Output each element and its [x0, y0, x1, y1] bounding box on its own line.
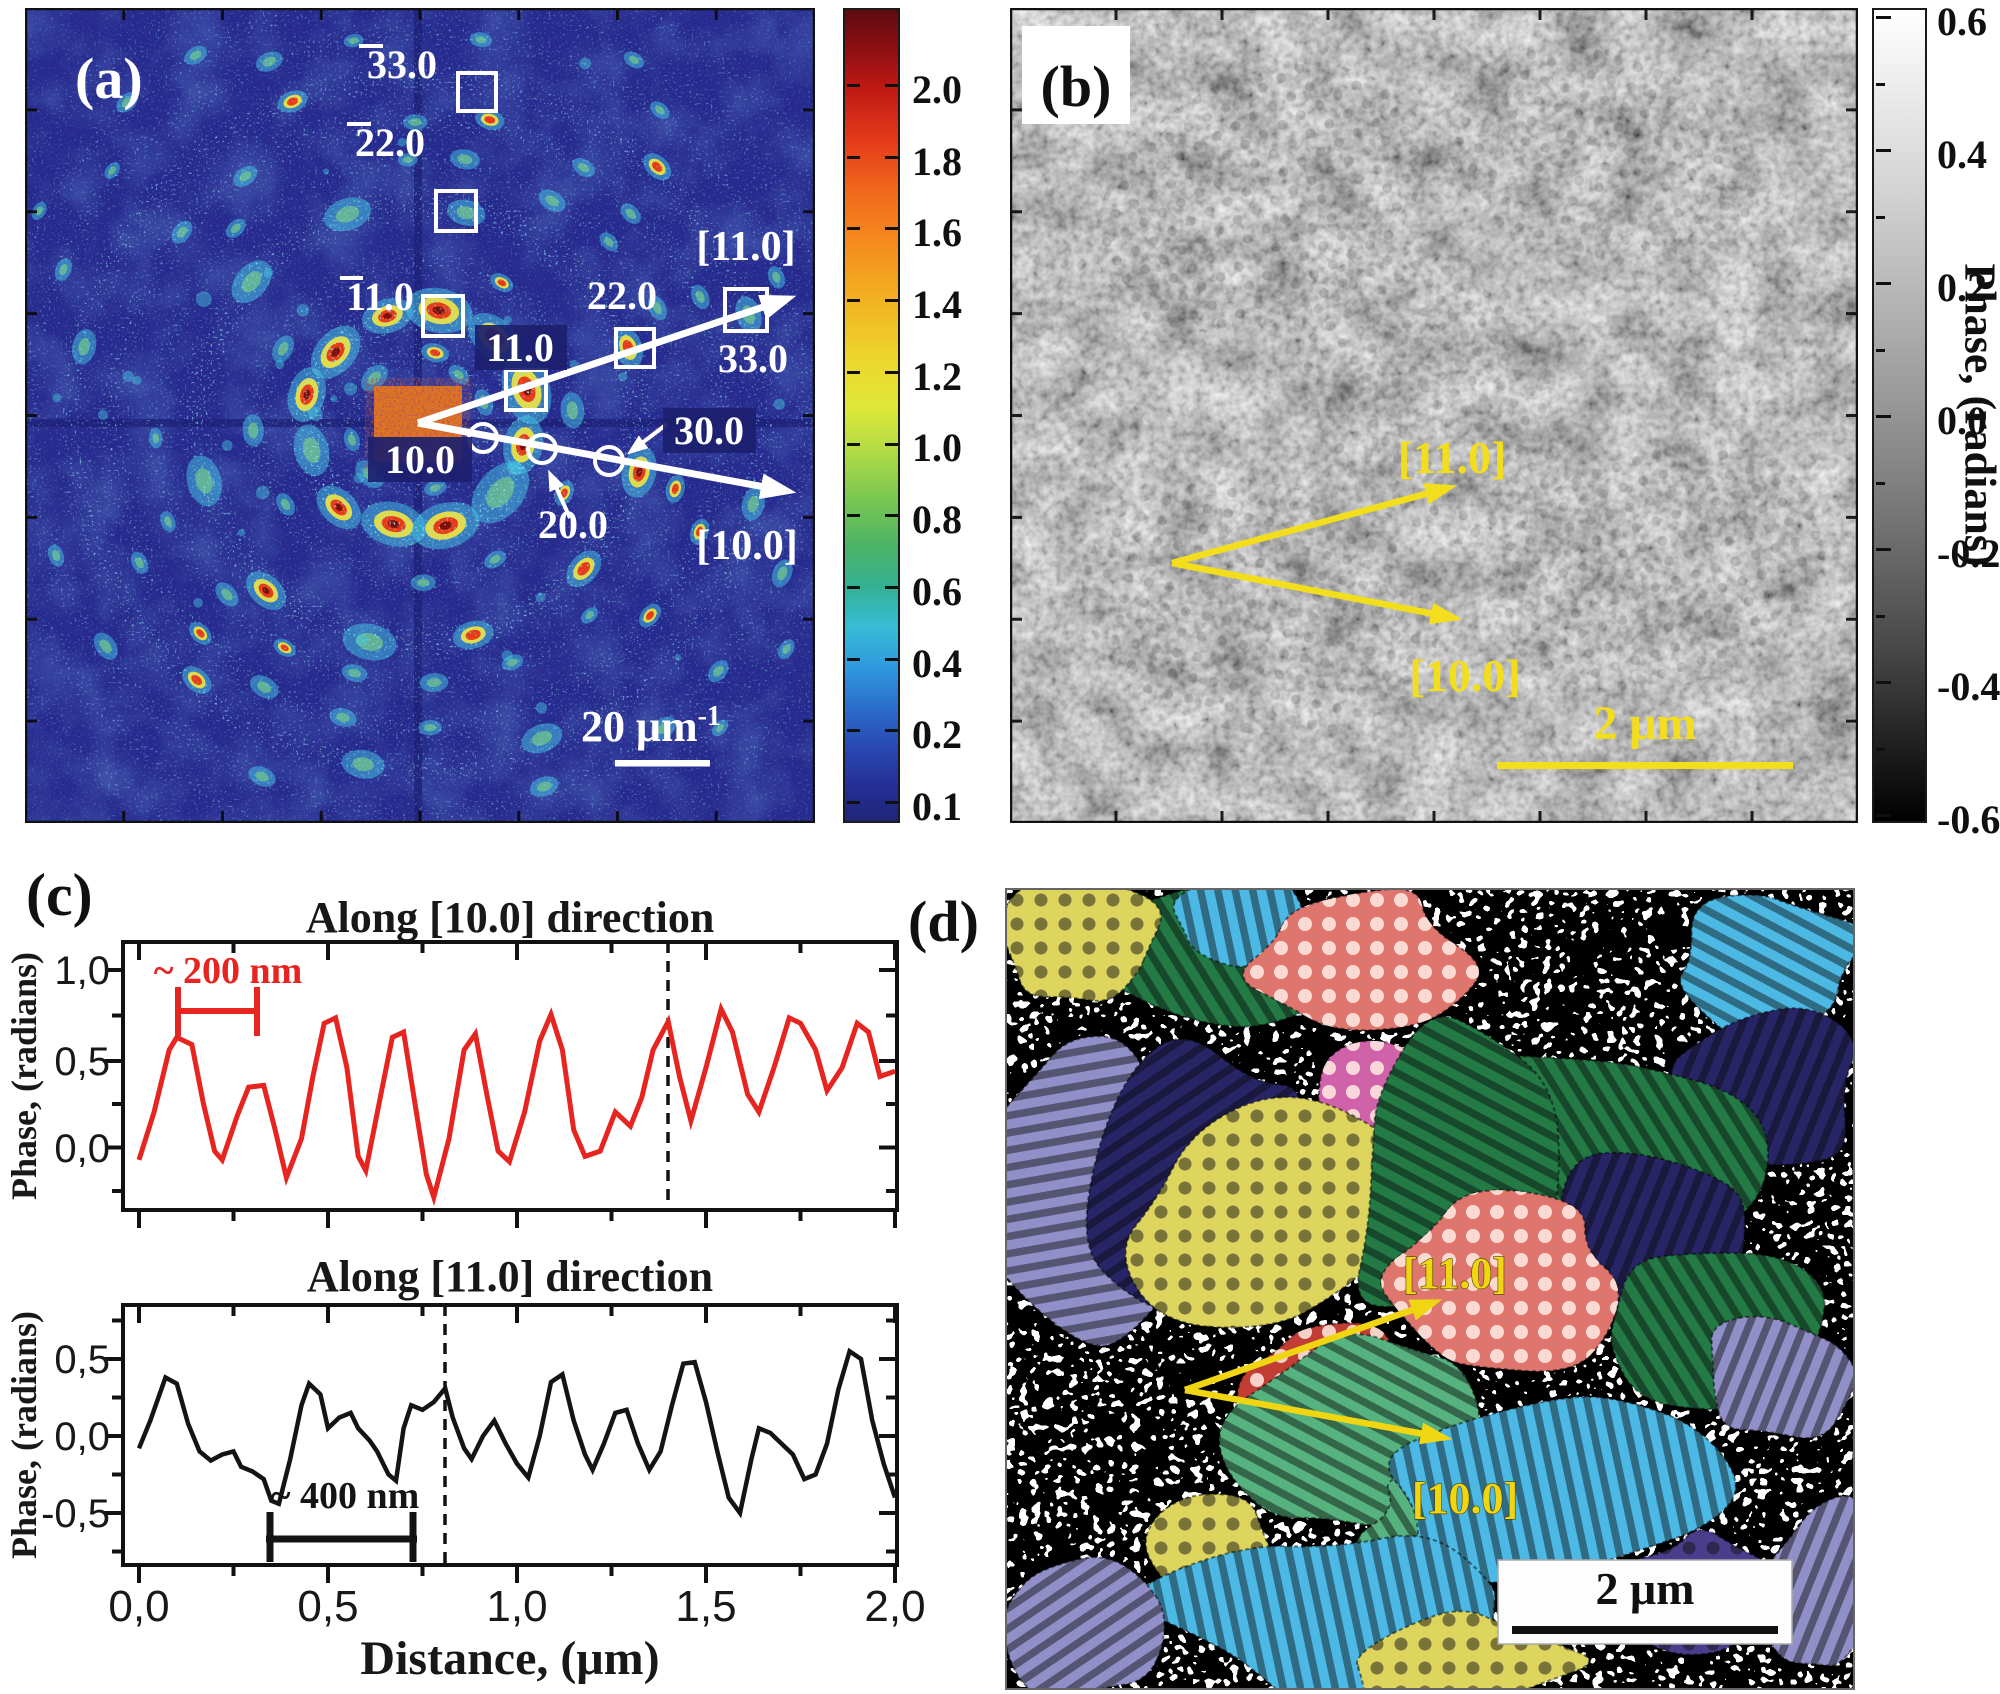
scale-bar-line [615, 760, 710, 767]
cbar-b-tick: 0.0 [1937, 398, 1987, 443]
x-axis-label: Distance, (μm) [360, 1632, 659, 1685]
xtick-3: 1,5 [675, 1582, 736, 1631]
cbar-a-tick: 1.6 [912, 210, 962, 255]
label-dir-10: [10.0] [1412, 1474, 1518, 1523]
xtick-4: 2,0 [864, 1582, 925, 1631]
label-p10: 10.0 [385, 437, 455, 482]
chart2-annotation: ~ 400 nm [271, 1475, 420, 1517]
chart2-title: Along [11.0] direction [307, 1252, 713, 1301]
scale-bar-label: 2 μm [1593, 697, 1696, 750]
panel-b-colorbar-title: Phase, (radians) [1955, 263, 2000, 567]
chart2-curve [136, 1347, 898, 1519]
label-box-30 [663, 408, 756, 453]
label-box-10 [368, 437, 472, 482]
panel-a-colorbar-labels: 2.0 1.8 1.6 1.4 1.2 1.0 0.8 0.6 0.4 0.2 … [912, 0, 1002, 830]
xtick-0: 0,0 [108, 1582, 169, 1631]
cbar-b-tick: 0.4 [1937, 132, 1987, 177]
square-p22 [614, 327, 656, 369]
x-axis-tick-labels: 0,0 0,5 1,0 1,5 2,0 [108, 1582, 925, 1631]
arrow-to-30-spot [626, 422, 669, 455]
chart2-frame [121, 1303, 899, 1567]
panel-a-fft-image: 11.0 22.0 33.0 11.0 22.0 33.0 10.0 20.0 … [25, 8, 815, 823]
label-dir-11: [11.0] [1398, 432, 1507, 483]
cbar-b-tick: -0.2 [1937, 531, 2000, 576]
label-dir-11: [11.0] [1403, 1249, 1507, 1298]
panel-c-profiles: (c) Along [10.0] direction 1,0 0,5 0,0 ~… [4, 862, 926, 1685]
chart2-span-bracket [266, 1512, 417, 1562]
xtick-2: 1,0 [486, 1582, 547, 1631]
cbar-a-tick: 0.6 [912, 569, 962, 614]
panel-d-frame [1005, 888, 1855, 1690]
cbar-a-tick: 0.4 [912, 641, 962, 686]
label-m11: 11.0 [346, 274, 414, 319]
panel-a-colorbar [843, 8, 900, 823]
chart2-ylabel: Phase, (radians) [4, 1311, 44, 1559]
chart2-ytick-2: 0,0 [54, 1415, 110, 1459]
chart1-ytick-3: 0,0 [54, 1127, 110, 1171]
label-m33: 33.0 [367, 42, 437, 87]
panel-a-frame [25, 8, 815, 823]
panel-b-colorbar [1872, 8, 1927, 823]
cbar-a-tick: 2.0 [912, 67, 962, 112]
cbar-a-tick: 1.0 [912, 425, 962, 470]
panel-b-phase-image: (b) [11.0] [10.0] 2 μm [1010, 8, 1858, 823]
panel-d-label: (d) [908, 889, 979, 954]
arrow-to-20-spot [548, 469, 572, 519]
chart2-ytick-3: -0,5 [41, 1492, 110, 1536]
scale-bar-line [1512, 1626, 1778, 1634]
cbar-a-tick: 1.2 [912, 354, 962, 399]
panel-c-label: (c) [26, 862, 93, 928]
panel-b-label-box [1022, 26, 1130, 124]
xtick-1: 0,5 [297, 1582, 358, 1631]
label-dir-10: [10.0] [696, 523, 797, 569]
cbar-b-tick: 0.2 [1937, 265, 1987, 310]
label-p20: 20.0 [538, 502, 608, 547]
arrow-10-direction [1184, 1386, 1453, 1445]
panel-b-edge-ticks [1010, 8, 1858, 823]
label-p33: 33.0 [718, 336, 788, 381]
scale-bar-label: 20 μm-1 [581, 701, 721, 751]
arrow-11-direction [416, 294, 797, 427]
arrow-10-direction [417, 419, 797, 500]
square-m33 [456, 71, 498, 113]
chart1-title: Along [10.0] direction [306, 893, 715, 942]
label-m22: 22.0 [355, 120, 425, 165]
chart1-ylabel: Phase, (radians) [4, 952, 44, 1200]
cbar-a-tick: 0.8 [912, 497, 962, 542]
panel-d-grain-map: [11.0] [10.0] 2 μm [1005, 888, 1855, 1690]
cbar-a-tick: 1.8 [912, 139, 962, 184]
label-p22: 22.0 [587, 273, 657, 318]
label-box-11 [475, 325, 567, 370]
phase-dot-lattices [1010, 46, 1858, 823]
panel-b-label: (b) [1041, 54, 1112, 119]
chart1-curve [136, 1001, 896, 1207]
arrow-10-direction [1171, 559, 1463, 625]
label-dir-11: [11.0] [696, 224, 795, 270]
panel-a-label: (a) [75, 46, 143, 111]
label-dir-10: [10.0] [1409, 650, 1520, 701]
cbar-b-tick: -0.4 [1937, 664, 2000, 709]
panel-b-colorbar-labels: 0.6 0.4 0.2 0.0 -0.2 -0.4 -0.6 [1937, 0, 2000, 840]
cbar-b-tick: -0.6 [1937, 797, 2000, 842]
square-m22 [434, 189, 478, 233]
square-m11 [421, 294, 465, 338]
chart1-frame [121, 940, 899, 1212]
cbar-b-tick: 0.6 [1937, 0, 1987, 44]
chart1-ytick-2: 0,5 [54, 1040, 110, 1084]
chart1-span-bracket [175, 987, 260, 1036]
label-p30: 30.0 [674, 408, 744, 453]
chart2-ytick-1: 0,5 [54, 1338, 110, 1382]
cbar-a-tick: 1.4 [912, 282, 962, 327]
panel-b-frame [1010, 8, 1858, 823]
cbar-a-tick: 0.1 [912, 784, 962, 829]
scale-bar-label: 2 μm [1596, 1563, 1695, 1614]
chart1-ytick-1: 1,0 [54, 949, 110, 993]
arrow-11-direction [1171, 483, 1457, 567]
chart1-annotation: ~ 200 nm [154, 950, 303, 992]
arrow-11-direction [1183, 1299, 1443, 1394]
scale-bar-line [1497, 762, 1793, 769]
label-p11: 11.0 [486, 325, 554, 370]
cbar-a-tick: 0.2 [912, 712, 962, 757]
